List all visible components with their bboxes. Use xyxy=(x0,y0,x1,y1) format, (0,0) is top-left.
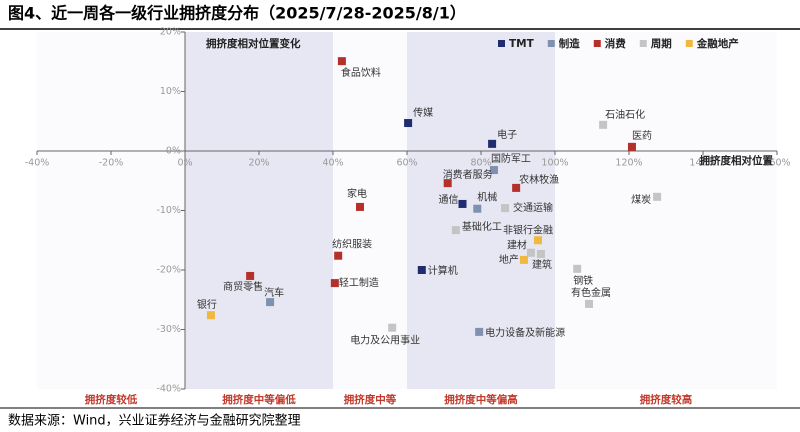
point xyxy=(627,142,636,151)
zone-label: 拥挤度较高 xyxy=(640,393,693,406)
legend-label: 制造 xyxy=(559,37,580,50)
point xyxy=(533,236,542,245)
point-label: 地产 xyxy=(499,253,519,266)
point-label: 基础化工 xyxy=(462,220,502,233)
point xyxy=(475,327,484,336)
zone-label: 拥挤度中等 xyxy=(344,393,397,406)
point xyxy=(488,139,497,148)
point-label: 国防军工 xyxy=(491,152,531,165)
point-label: 钢铁 xyxy=(573,274,593,287)
point xyxy=(599,120,608,129)
y-tick-label: 0% xyxy=(166,146,181,157)
point xyxy=(330,279,339,288)
point-label: 有色金属 xyxy=(571,286,611,299)
point xyxy=(404,119,413,128)
point-label: 医药 xyxy=(632,130,652,142)
x-tick-label: 60% xyxy=(396,158,417,169)
y-tick-label: 20% xyxy=(160,27,181,38)
point xyxy=(388,323,397,332)
point xyxy=(417,266,426,274)
point xyxy=(337,57,346,66)
point xyxy=(653,192,662,201)
x-tick-label: 140% xyxy=(689,158,716,169)
point xyxy=(536,249,545,258)
x-tick-label: 40% xyxy=(322,158,343,169)
point xyxy=(489,166,498,175)
point xyxy=(334,251,343,260)
legend-label: TMT xyxy=(509,38,535,50)
y-tick-label: -40% xyxy=(156,384,181,395)
point xyxy=(473,204,482,213)
point xyxy=(585,299,594,308)
zone-label: 拥挤度中等偏低 xyxy=(222,393,296,406)
x-axis-label: 拥挤度相对位置 xyxy=(700,154,774,167)
zone-band xyxy=(185,32,333,389)
point-label: 电力及公用事业 xyxy=(350,334,420,347)
zone-band xyxy=(555,32,777,389)
point-label: 建筑 xyxy=(532,258,552,271)
point-label: 电力设备及新能源 xyxy=(485,326,565,339)
x-tick-label: -20% xyxy=(99,158,124,169)
point-label: 传媒 xyxy=(413,107,433,119)
point xyxy=(246,271,255,280)
point-label: 计算机 xyxy=(428,264,458,277)
point-label: 家电 xyxy=(347,187,367,200)
point-label: 商贸零售 xyxy=(223,280,263,293)
point xyxy=(443,179,452,188)
point-label: 消费者服务 xyxy=(443,168,493,181)
y-tick-label: -20% xyxy=(156,265,181,276)
x-tick-label: -40% xyxy=(25,158,50,169)
point xyxy=(501,204,510,213)
point-label: 建材 xyxy=(507,239,527,252)
y-tick-label: 10% xyxy=(160,86,181,97)
zone-label: 拥挤度中等偏高 xyxy=(444,393,518,406)
point xyxy=(526,248,535,257)
point-label: 电子 xyxy=(497,128,517,141)
annotation: 拥挤度相对位置变化 xyxy=(206,37,301,50)
point-label: 农林牧渔 xyxy=(519,173,559,186)
x-tick-label: 0% xyxy=(177,158,192,169)
y-tick-label: -30% xyxy=(156,324,181,335)
x-tick-label: 20% xyxy=(248,158,269,169)
point-label: 食品饮料 xyxy=(341,66,381,79)
point-label: 通信 xyxy=(439,194,459,206)
y-tick-label: -10% xyxy=(156,205,181,216)
point xyxy=(356,202,365,211)
x-tick-label: 100% xyxy=(541,158,568,169)
zone-label: 拥挤度较低 xyxy=(85,393,138,406)
legend-swatch xyxy=(498,40,505,47)
legend-swatch xyxy=(593,40,601,47)
point-label: 煤炭 xyxy=(631,193,651,206)
chart-title: 图4、近一周各一级行业拥挤度分布（2025/7/28-2025/8/1） xyxy=(8,4,466,23)
point xyxy=(519,255,528,264)
point-label: 非银行金融 xyxy=(503,223,553,236)
legend-label: 周期 xyxy=(651,37,672,50)
legend-swatch xyxy=(685,40,693,47)
point xyxy=(573,264,582,273)
point-label: 交通运输 xyxy=(513,201,553,214)
point xyxy=(451,226,460,235)
legend-label: 金融地产 xyxy=(696,37,739,50)
x-tick-label: 120% xyxy=(615,158,642,169)
point-label: 石油石化 xyxy=(605,108,645,121)
point-label: 轻工制造 xyxy=(339,276,379,289)
point xyxy=(206,311,215,320)
point-label: 银行 xyxy=(197,298,217,311)
point xyxy=(512,183,521,192)
point-label: 汽车 xyxy=(264,286,284,299)
legend-swatch xyxy=(639,40,647,47)
point xyxy=(266,298,275,307)
legend-label: 消费 xyxy=(605,37,626,50)
zone-band xyxy=(37,32,185,389)
point-label: 机械 xyxy=(477,191,497,204)
x-tick-label: 80% xyxy=(470,158,491,169)
point xyxy=(458,199,467,208)
point-label: 纺织服装 xyxy=(332,238,372,251)
source: 数据来源：Wind，兴业证券经济与金融研究院整理 xyxy=(8,413,301,429)
x-tick-label: 160% xyxy=(763,158,790,169)
legend-swatch xyxy=(547,40,555,47)
